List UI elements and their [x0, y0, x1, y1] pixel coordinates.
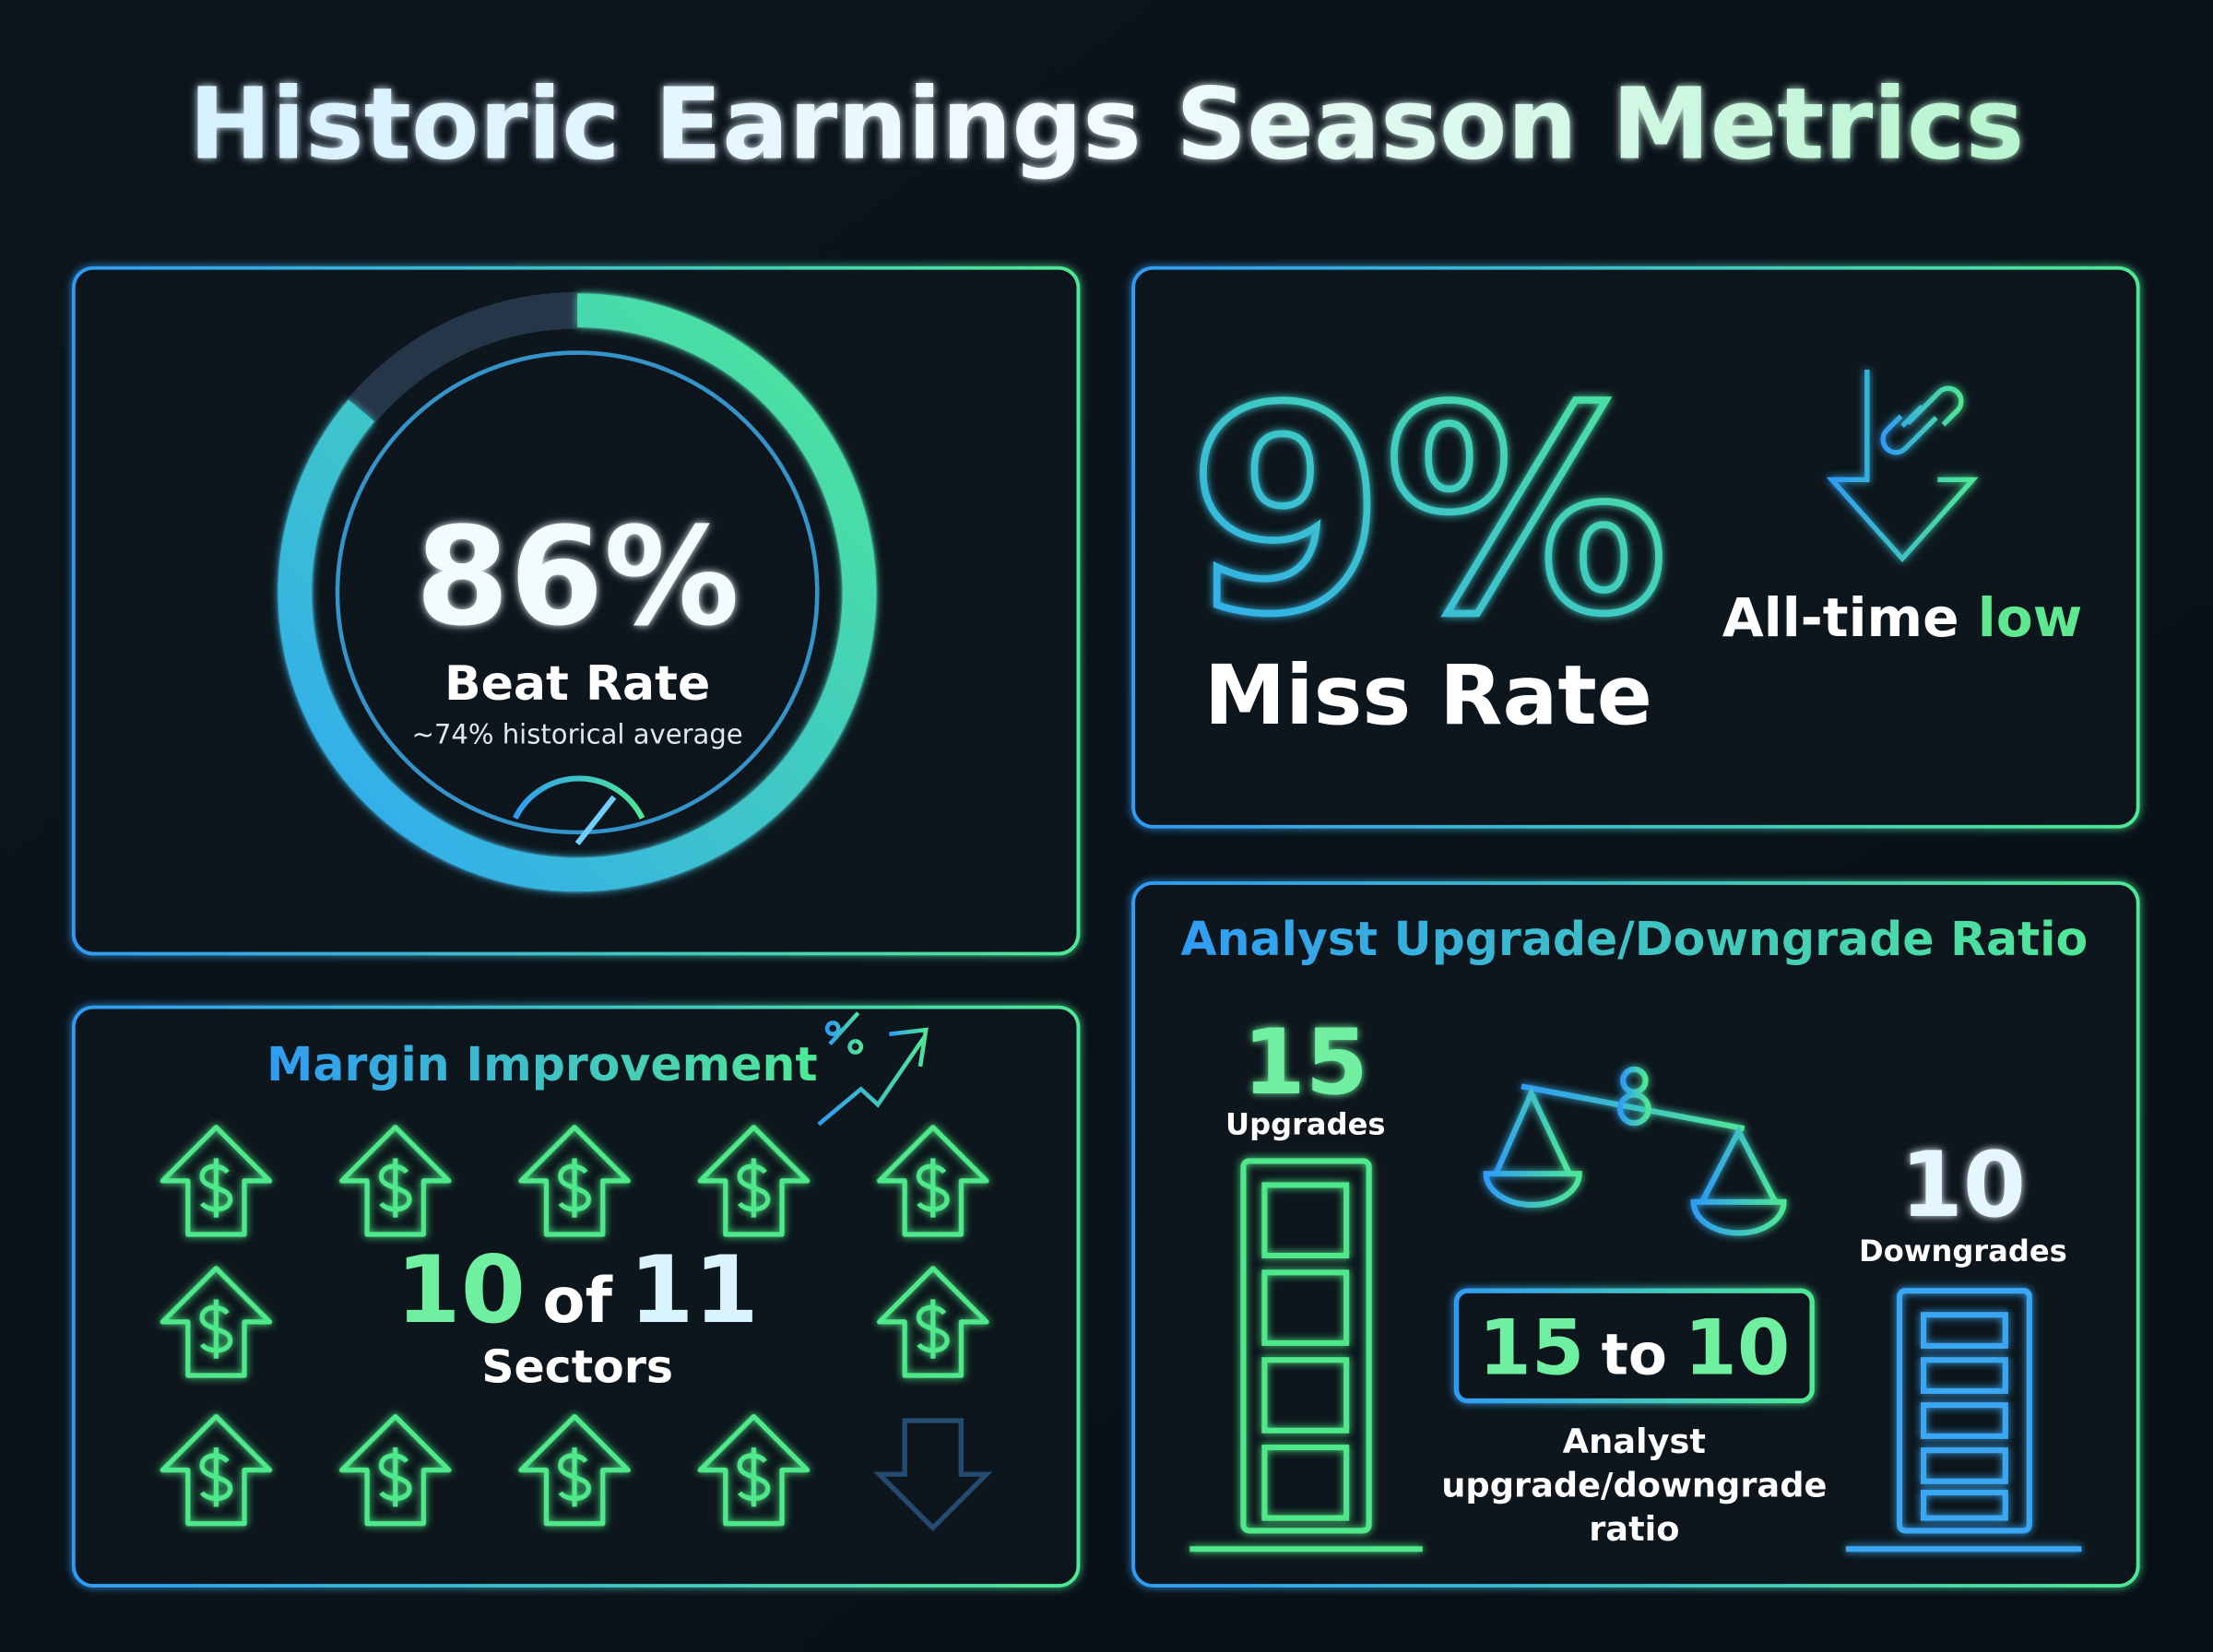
- total: 11: [629, 1235, 759, 1344]
- gauge-inner-ring: [335, 350, 820, 835]
- miss-value: 9%: [1189, 348, 1668, 677]
- down-arrow-icon: [1826, 369, 1979, 563]
- badge-highlight: low: [1978, 586, 2083, 649]
- beat-label: Beat Rate: [444, 656, 710, 712]
- upgrades-tower: [1189, 1158, 1423, 1552]
- upgrades-value: 15: [1243, 1010, 1368, 1115]
- caption-line: Analyst: [1563, 1422, 1706, 1461]
- miss-label: Miss Rate: [1204, 648, 1652, 743]
- beat-note: ~74% historical average: [412, 718, 743, 749]
- downgrades-tower: [1845, 1288, 2082, 1552]
- all-time-low: All-time low: [1722, 586, 2083, 649]
- ratio-right: 10: [1684, 1304, 1790, 1393]
- caption-line: ratio: [1589, 1509, 1679, 1549]
- speedometer: [513, 775, 645, 820]
- sector-count: 10 of 11: [396, 1235, 758, 1344]
- ratio-box: [1453, 1288, 1815, 1404]
- sector-label: Sectors: [481, 1341, 673, 1394]
- downgrades-label: Downgrades: [1859, 1233, 2067, 1268]
- ratio-joiner: to: [1602, 1323, 1667, 1388]
- title: Historic Earnings Season Metrics: [189, 67, 2025, 182]
- ratio: 15 to 10: [1478, 1304, 1790, 1393]
- of: of: [542, 1265, 612, 1337]
- beat-value: 86%: [415, 498, 740, 655]
- speedometer-needle: [574, 795, 617, 846]
- downgrades-value: 10: [1900, 1133, 2026, 1238]
- scale-icon: [1483, 1066, 1787, 1283]
- margin-title: Margin Improvement: [266, 1037, 818, 1092]
- upgrades-label: Upgrades: [1225, 1106, 1386, 1141]
- down-icon: [873, 1418, 993, 1532]
- count: 10: [396, 1235, 526, 1344]
- gauge-arc: [278, 293, 877, 892]
- caption-line: upgrade/downgrade: [1441, 1466, 1827, 1505]
- miss-panel: [1131, 266, 2140, 829]
- ratio-left: 15: [1478, 1304, 1584, 1393]
- trend-icon: [817, 1011, 929, 1127]
- badge-word: All-time: [1722, 586, 1959, 649]
- analyst-title: Analyst Upgrade/Downgrade Ratio: [1180, 912, 2088, 966]
- margin-panel: [71, 1005, 1081, 1587]
